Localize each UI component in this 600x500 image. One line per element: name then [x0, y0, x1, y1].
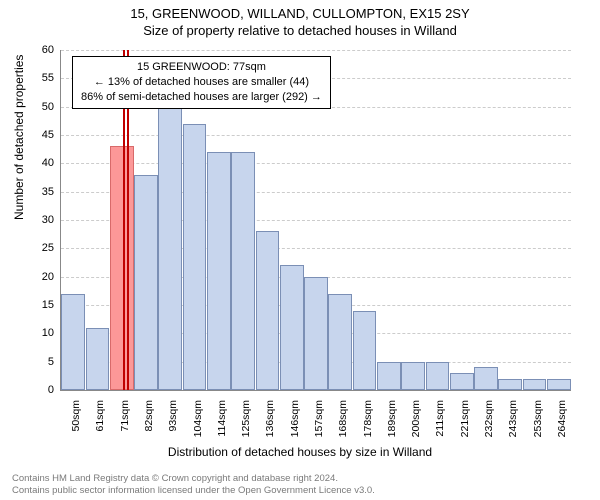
footer-line-1: Contains HM Land Registry data © Crown c… [12, 473, 375, 484]
ytick-label: 10 [24, 327, 54, 339]
histogram-bar [304, 277, 328, 390]
ytick-label: 20 [24, 271, 54, 283]
histogram-bar [474, 367, 498, 390]
gridline [61, 50, 571, 51]
histogram-bar [231, 152, 255, 390]
annotation-line-3: 86% of semi-detached houses are larger (… [81, 90, 322, 105]
histogram-bar [158, 107, 182, 390]
annotation-line-2: ← 13% of detached houses are smaller (44… [81, 75, 322, 90]
histogram-bar [280, 265, 304, 390]
ytick-label: 55 [24, 72, 54, 84]
chart-area: 15 GREENWOOD: 77sqm ← 13% of detached ho… [60, 50, 570, 390]
ytick-label: 30 [24, 214, 54, 226]
title-block: 15, GREENWOOD, WILLAND, CULLOMPTON, EX15… [0, 0, 600, 38]
histogram-bar [450, 373, 474, 390]
ytick-label: 15 [24, 299, 54, 311]
chart-container: 15, GREENWOOD, WILLAND, CULLOMPTON, EX15… [0, 0, 600, 500]
histogram-bar [328, 294, 352, 390]
histogram-bar [207, 152, 231, 390]
histogram-bar [256, 231, 280, 390]
histogram-bar [377, 362, 401, 390]
ytick-label: 25 [24, 242, 54, 254]
gridline [61, 135, 571, 136]
title-address: 15, GREENWOOD, WILLAND, CULLOMPTON, EX15… [0, 6, 600, 21]
histogram-bar [426, 362, 450, 390]
histogram-bar [523, 379, 547, 390]
ytick-label: 50 [24, 101, 54, 113]
annotation-box: 15 GREENWOOD: 77sqm ← 13% of detached ho… [72, 56, 331, 109]
histogram-bar [547, 379, 571, 390]
ytick-label: 0 [24, 384, 54, 396]
ytick-label: 45 [24, 129, 54, 141]
ytick-label: 40 [24, 157, 54, 169]
histogram-bar-highlight [110, 146, 134, 390]
histogram-bar [134, 175, 158, 390]
histogram-bar [183, 124, 207, 390]
annotation-line-1: 15 GREENWOOD: 77sqm [81, 60, 322, 75]
histogram-bar [353, 311, 377, 390]
ytick-label: 35 [24, 186, 54, 198]
gridline [61, 163, 571, 164]
footer-line-2: Contains public sector information licen… [12, 485, 375, 496]
ytick-label: 60 [24, 44, 54, 56]
ytick-label: 5 [24, 356, 54, 368]
x-axis-label: Distribution of detached houses by size … [0, 445, 600, 459]
histogram-bar [401, 362, 425, 390]
footer-attribution: Contains HM Land Registry data © Crown c… [12, 473, 375, 496]
histogram-bar [498, 379, 522, 390]
histogram-bar [86, 328, 110, 390]
histogram-bar [61, 294, 85, 390]
title-subtitle: Size of property relative to detached ho… [0, 23, 600, 38]
